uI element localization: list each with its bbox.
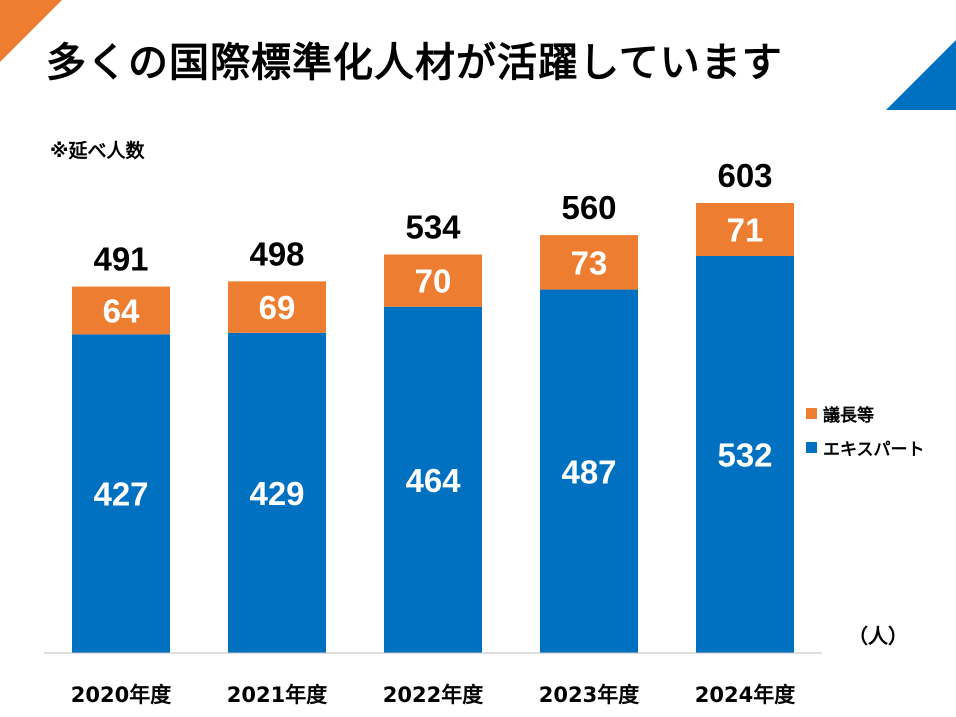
total-label: 498 xyxy=(249,235,304,272)
data-label: 70 xyxy=(415,263,452,300)
data-label: 487 xyxy=(561,453,616,490)
bar-segment-chair xyxy=(540,235,638,290)
data-label: 64 xyxy=(103,292,140,329)
data-label: 69 xyxy=(259,289,296,326)
data-label: 427 xyxy=(93,476,148,513)
total-label: 560 xyxy=(561,189,616,226)
legend-item-chair: 議長等 xyxy=(806,401,874,426)
bar-segment-expert xyxy=(228,332,326,653)
bar-segment-chair xyxy=(696,203,794,256)
bar-segment-expert xyxy=(696,255,794,653)
legend-item-expert: エキスパート xyxy=(806,435,925,460)
x-tick-label: 2024年度 xyxy=(695,683,795,707)
x-tick-label: 2023年度 xyxy=(539,683,639,707)
total-label: 534 xyxy=(405,208,461,245)
bar-segment-expert xyxy=(72,334,170,653)
data-label: 429 xyxy=(249,475,304,512)
bar-segment-expert xyxy=(540,289,638,653)
legend-swatch-chair xyxy=(806,408,817,419)
total-label: 603 xyxy=(717,157,772,194)
x-tick-label: 2022年度 xyxy=(383,683,483,707)
legend-label-chair: 議長等 xyxy=(823,406,874,426)
accent-triangle-right xyxy=(886,40,956,110)
legend-swatch-expert xyxy=(806,442,817,453)
data-label: 73 xyxy=(571,244,608,281)
total-label: 491 xyxy=(93,241,148,278)
bar-segment-chair xyxy=(384,254,482,307)
bar-segment-expert xyxy=(384,306,482,653)
y-unit-label: （人） xyxy=(848,624,908,648)
data-label: 71 xyxy=(727,211,764,248)
x-tick-label: 2020年度 xyxy=(71,683,171,707)
bar-segment-chair xyxy=(72,286,170,335)
legend-label-expert: エキスパート xyxy=(823,440,925,460)
data-label: 532 xyxy=(717,436,772,473)
x-tick-label: 2021年度 xyxy=(227,683,327,707)
accent-triangle-left xyxy=(0,0,62,62)
bar-segment-chair xyxy=(228,281,326,333)
chart-note: ※延べ人数 xyxy=(50,140,145,162)
data-label: 464 xyxy=(405,462,461,499)
page-title: 多くの国際標準化人材が活躍しています xyxy=(46,40,783,86)
